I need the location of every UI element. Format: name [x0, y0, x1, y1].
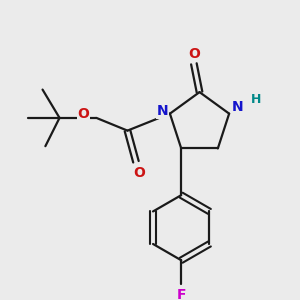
- Text: N: N: [232, 100, 244, 114]
- Text: O: O: [78, 106, 89, 121]
- Text: O: O: [188, 47, 200, 61]
- Text: N: N: [157, 104, 169, 118]
- Text: O: O: [133, 166, 145, 180]
- Text: F: F: [176, 288, 186, 300]
- Text: H: H: [251, 93, 261, 106]
